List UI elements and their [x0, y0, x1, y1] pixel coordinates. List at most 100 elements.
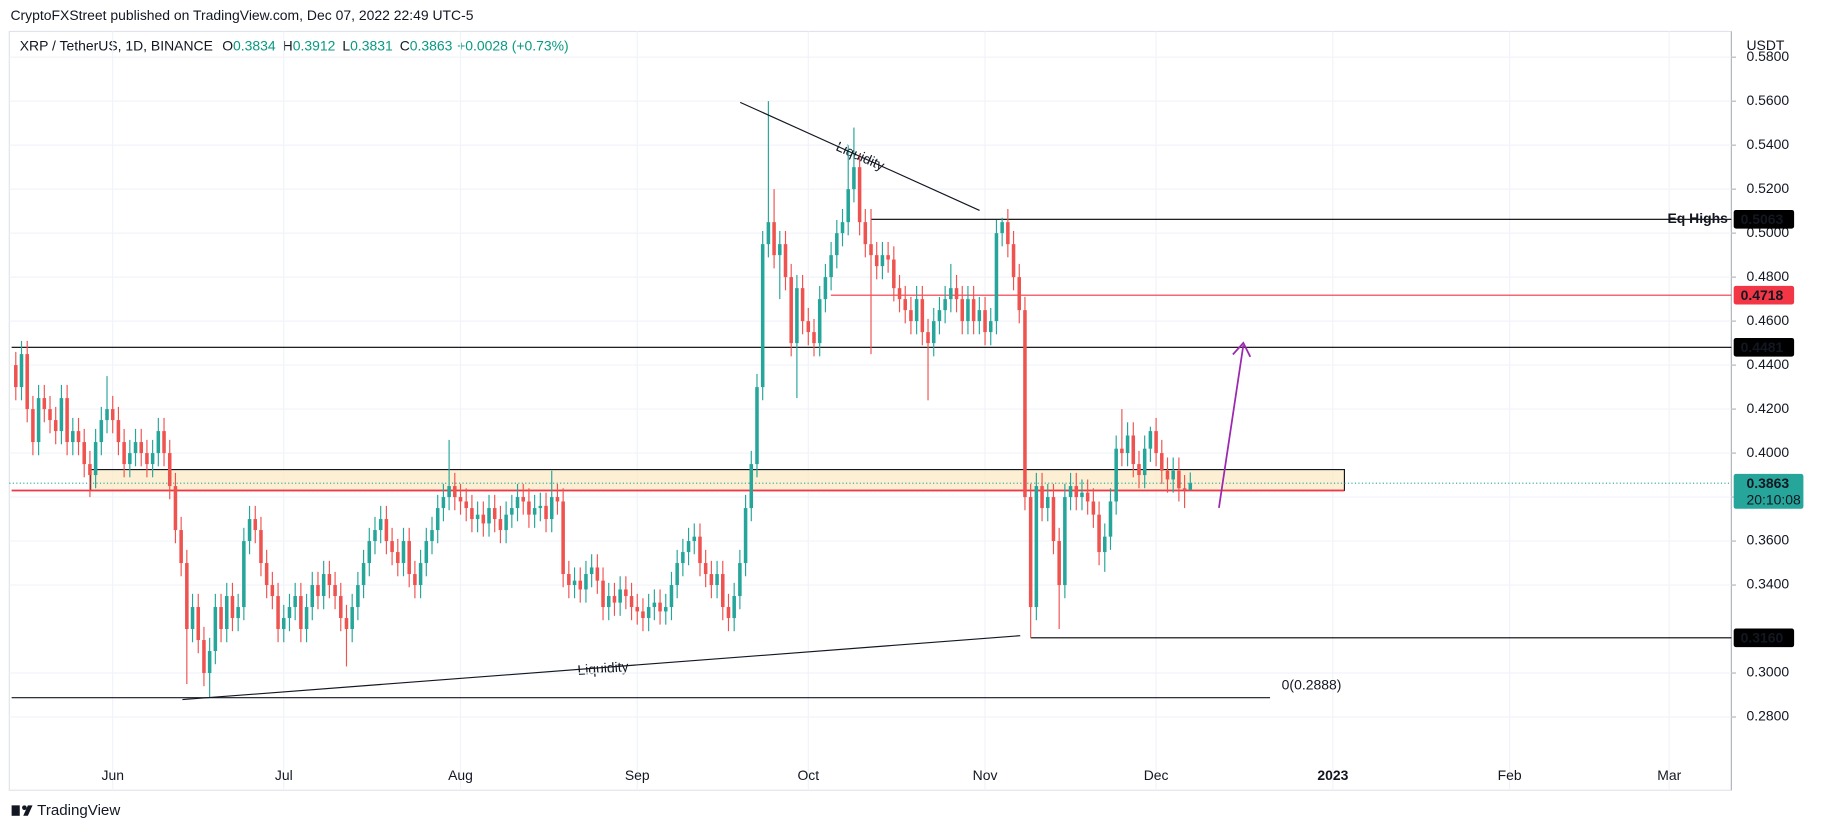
- candle-body: [224, 596, 229, 630]
- candle-body: [430, 530, 434, 542]
- candle-body: [179, 530, 183, 564]
- candle-body: [321, 574, 326, 597]
- arrow: [1218, 345, 1245, 509]
- fib-label: 0(0.2888): [1282, 677, 1342, 693]
- candle-body: [606, 596, 611, 608]
- candle-body: [840, 222, 845, 234]
- candle-body: [207, 651, 212, 674]
- trend-line: [739, 101, 980, 211]
- candle-body: [914, 299, 919, 322]
- candle-body: [407, 541, 411, 575]
- candle-body: [515, 497, 520, 509]
- ohlc-legend: O0.3834 H0.3912 L0.3831 C0.3863: [222, 37, 452, 53]
- zone: [90, 468, 1346, 492]
- candle-body: [299, 596, 303, 630]
- candle-body: [1063, 497, 1067, 586]
- candle-body: [532, 508, 537, 515]
- x-tick-label: 2023: [1317, 767, 1348, 783]
- candle-body: [458, 497, 463, 502]
- candle-body: [555, 497, 560, 502]
- candle-body: [14, 365, 18, 388]
- candle-body: [624, 589, 628, 597]
- y-tick-label: 0.4000: [1746, 444, 1789, 460]
- candle-body: [185, 563, 189, 630]
- candle-body: [1097, 514, 1101, 553]
- candle-body: [783, 244, 788, 278]
- candle-body: [65, 398, 69, 443]
- candle-body: [1057, 541, 1061, 586]
- candle-body: [903, 299, 907, 311]
- candle-body: [316, 585, 320, 597]
- candle-body: [1142, 448, 1147, 476]
- candle-body: [800, 288, 805, 322]
- x-tick-label: Sep: [625, 767, 650, 783]
- candle-body: [435, 508, 440, 531]
- symbol-line: XRP / TetherUS, 1D, BINANCE O0.3834 H0.391…: [20, 37, 569, 53]
- candle-body: [424, 541, 429, 564]
- candle-body: [133, 442, 138, 454]
- candle-body: [504, 514, 508, 531]
- candle-body: [1165, 470, 1170, 480]
- candle-body: [492, 508, 497, 520]
- candle-body: [304, 607, 309, 630]
- candle-body: [264, 563, 269, 586]
- candle-body: [561, 501, 565, 575]
- candle-body: [390, 541, 394, 553]
- candle-body: [726, 607, 731, 619]
- candle-body: [549, 497, 554, 520]
- candle-body: [1028, 497, 1033, 608]
- candle-body: [156, 431, 161, 454]
- trend-line: [182, 635, 1021, 701]
- candle-body: [1006, 222, 1010, 245]
- candle-body: [949, 288, 953, 300]
- price-label-box: [1733, 473, 1804, 509]
- candle-body: [755, 387, 759, 465]
- candle-body: [1040, 486, 1044, 509]
- candle-body: [361, 563, 366, 586]
- candle-body: [920, 299, 925, 333]
- candle-body: [401, 541, 406, 564]
- price-label: 0.5063: [1741, 211, 1784, 227]
- candle-body: [1074, 486, 1079, 498]
- candle-body: [173, 486, 178, 531]
- candle-body: [709, 574, 714, 586]
- candle-body: [681, 552, 685, 564]
- candle-body: [635, 607, 640, 612]
- x-tick-label: Jun: [101, 767, 123, 783]
- candle-body: [937, 310, 942, 322]
- candle-body: [1171, 470, 1175, 480]
- candle-body: [806, 321, 811, 333]
- candle-body: [584, 574, 588, 590]
- candle-body: [589, 567, 594, 575]
- candle-body: [1154, 431, 1158, 454]
- candle-body: [538, 505, 543, 509]
- publisher-line: CryptoFXStreet published on TradingView.…: [10, 7, 473, 23]
- change: +0.0028 (+0.73%): [457, 37, 569, 53]
- candle-body: [795, 288, 799, 344]
- price-label-box: [1733, 209, 1795, 229]
- candle-body: [954, 288, 959, 300]
- candle-body: [487, 508, 491, 524]
- candle-body: [253, 519, 258, 531]
- y-tick-label: 0.4200: [1746, 400, 1789, 416]
- x-tick-label: Feb: [1498, 767, 1522, 783]
- candle-body: [1160, 453, 1164, 471]
- y-tick-label: 0.3000: [1746, 664, 1789, 680]
- arrow-head: [1232, 341, 1252, 358]
- y-tick-label: 0.5800: [1746, 48, 1789, 64]
- candle-body: [93, 442, 98, 476]
- candle-body: [76, 431, 81, 443]
- candle-body: [196, 607, 201, 641]
- candle-body: [418, 563, 423, 586]
- ohlc-value: 0.3863: [410, 37, 453, 53]
- ohlc-key: L: [342, 37, 350, 53]
- candle-body: [356, 585, 360, 608]
- candle-body: [373, 530, 377, 542]
- candle-body: [110, 409, 115, 421]
- y-tick-label: 0.3600: [1746, 532, 1789, 548]
- price-label-box: [1733, 285, 1795, 305]
- candle-body: [760, 244, 765, 388]
- price-label: 0.4481: [1741, 339, 1784, 355]
